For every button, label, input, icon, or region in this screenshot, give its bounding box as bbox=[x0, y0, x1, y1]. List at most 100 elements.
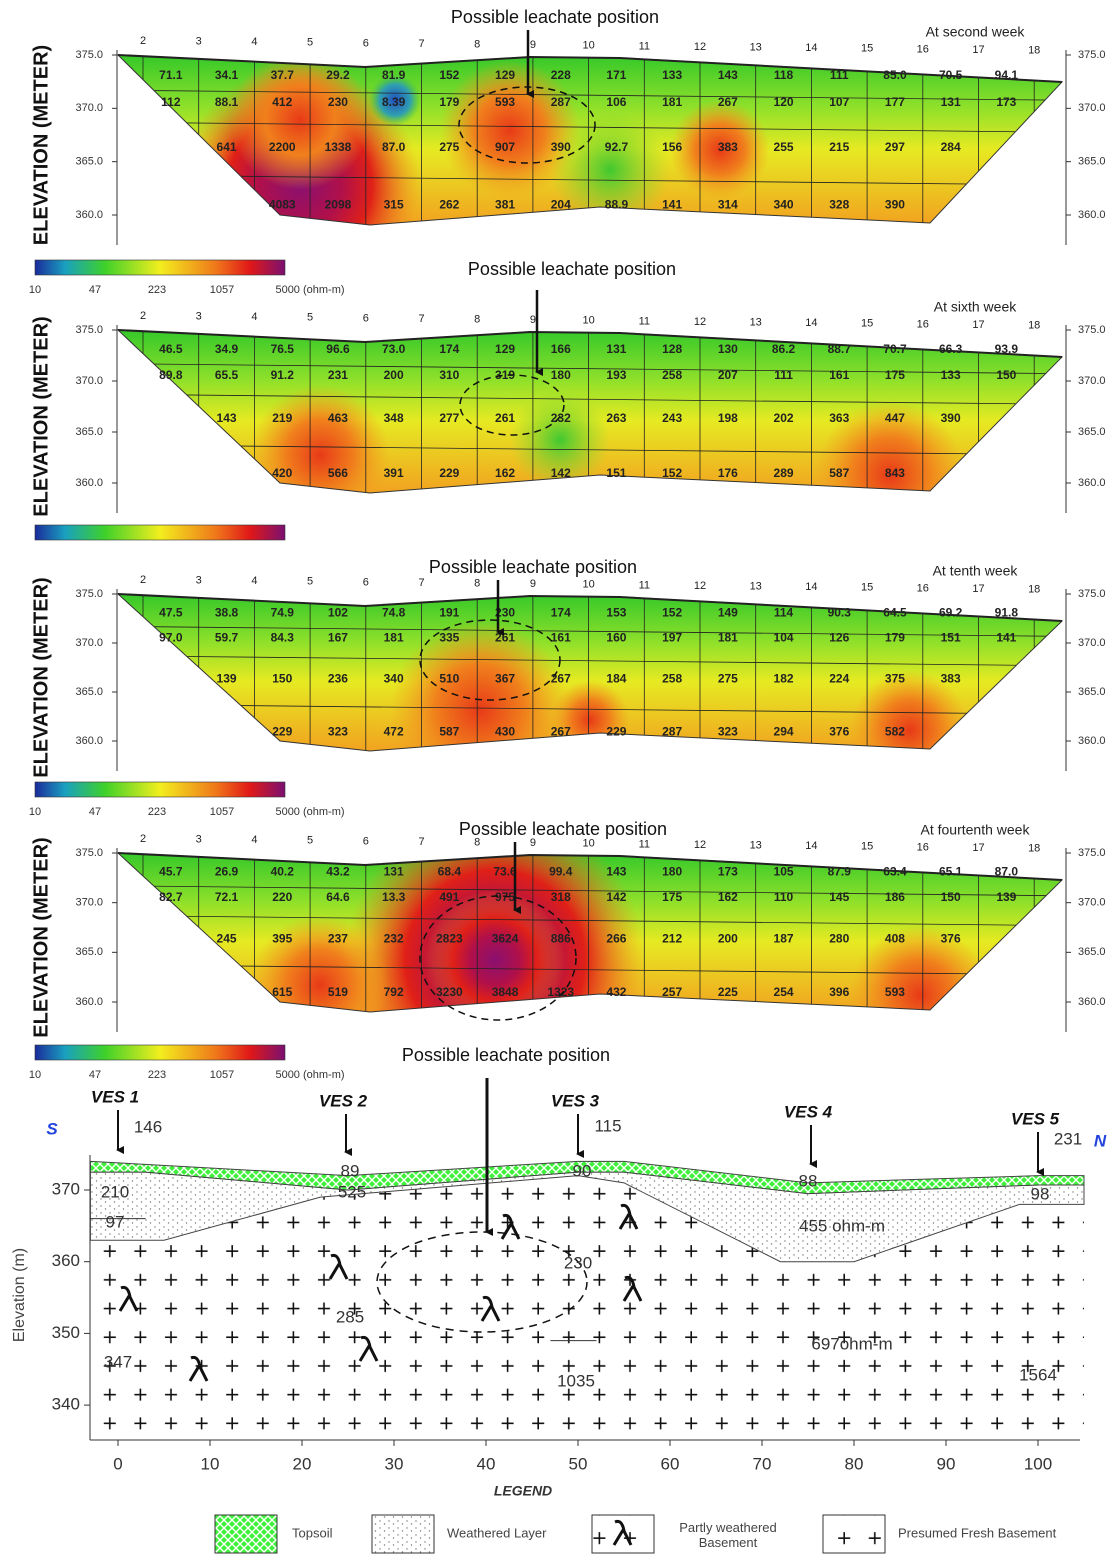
y-tick-label: 365.0 bbox=[1078, 156, 1106, 168]
weathered-symbol bbox=[612, 1519, 633, 1546]
layer-line bbox=[118, 625, 1062, 637]
anomaly bbox=[230, 55, 370, 190]
electrode-label: 9 bbox=[530, 39, 536, 51]
resistivity-value: 280 bbox=[829, 932, 849, 946]
resistivity-value: 64.5 bbox=[883, 605, 907, 619]
resistivity-value: 141 bbox=[996, 630, 1016, 644]
resistivity-value: 139 bbox=[996, 890, 1016, 904]
electrode-label: 12 bbox=[694, 839, 706, 851]
resistivity-value: 70.5 bbox=[939, 68, 963, 82]
colorbar-label: 10 bbox=[29, 284, 41, 296]
resistivity-value: 150 bbox=[272, 671, 292, 685]
resistivity-value: 323 bbox=[718, 724, 738, 738]
resistivity-value: 40.2 bbox=[271, 865, 295, 879]
resistivity-value: 173 bbox=[718, 865, 738, 879]
anomaly bbox=[425, 890, 565, 1012]
resistivity-value: 179 bbox=[439, 95, 459, 109]
resistivity-value: 2200 bbox=[269, 140, 296, 154]
legend-swatch bbox=[371, 1514, 435, 1554]
resistivity-value: 129 bbox=[495, 68, 515, 82]
resistivity-annotation: 230 bbox=[564, 1253, 592, 1272]
colorbar-label: 10 bbox=[29, 806, 41, 818]
resistivity-value: 131 bbox=[941, 95, 961, 109]
resistivity-value: 212 bbox=[662, 932, 682, 946]
resistivity-value: 107 bbox=[829, 95, 849, 109]
resistivity-value: 91.8 bbox=[995, 605, 1019, 619]
resistivity-value: 886 bbox=[551, 932, 571, 946]
electrode-label: 18 bbox=[1028, 320, 1040, 332]
resistivity-value: 150 bbox=[996, 368, 1016, 382]
colorbar-label: 1057 bbox=[210, 806, 234, 818]
y-tick-label: 340 bbox=[52, 1395, 80, 1414]
resistivity-value: 145 bbox=[829, 890, 849, 904]
resistivity-value: 86.2 bbox=[772, 342, 796, 356]
resistivity-value: 907 bbox=[495, 140, 515, 154]
weathered-symbol bbox=[328, 1253, 349, 1280]
electrode-label: 15 bbox=[861, 841, 873, 853]
resistivity-value: 615 bbox=[272, 985, 292, 999]
resistivity-value: 128 bbox=[662, 342, 682, 356]
ves-label: VES 4 bbox=[784, 1102, 833, 1121]
resistivity-value: 87.9 bbox=[828, 865, 852, 879]
anomaly bbox=[850, 925, 990, 1012]
resistivity-value: 82.7 bbox=[159, 890, 183, 904]
colorbar-label: 223 bbox=[148, 284, 166, 296]
resistivity-value: 582 bbox=[885, 724, 905, 738]
resistivity-value: 174 bbox=[551, 605, 571, 619]
resistivity-value: 59.7 bbox=[215, 630, 239, 644]
resistivity-value: 76.5 bbox=[271, 342, 295, 356]
resistivity-value: 160 bbox=[606, 630, 626, 644]
resistivity-value: 37.7 bbox=[271, 68, 295, 82]
electrode-label: 6 bbox=[363, 576, 369, 588]
y-tick-label: 375.0 bbox=[1078, 49, 1106, 61]
resistivity-value: 184 bbox=[606, 671, 626, 685]
resistivity-value: 289 bbox=[774, 466, 794, 480]
weathered-symbol bbox=[118, 1285, 139, 1312]
colorbar-label: 1057 bbox=[210, 1069, 234, 1081]
resistivity-value: 587 bbox=[439, 724, 459, 738]
resistivity-value: 230 bbox=[328, 95, 348, 109]
resistivity-value: 143 bbox=[606, 865, 626, 879]
resistivity-value: 191 bbox=[439, 605, 459, 619]
y-axis-label: ELEVATION (METER) bbox=[30, 45, 52, 245]
surface bbox=[117, 593, 1063, 622]
resistivity-value: 267 bbox=[551, 724, 571, 738]
resistivity-value: 243 bbox=[662, 411, 682, 425]
resistivity-value: 215 bbox=[829, 140, 849, 154]
layer-line bbox=[118, 964, 1062, 976]
resistivity-annotation: 347 bbox=[104, 1352, 132, 1371]
anomaly bbox=[850, 670, 970, 751]
resistivity-value: 162 bbox=[495, 466, 515, 480]
resistivity-value: 381 bbox=[495, 198, 515, 212]
resistivity-annotation: 98 bbox=[1031, 1184, 1050, 1203]
resistivity-value: 111 bbox=[830, 68, 849, 82]
electrode-label: 14 bbox=[805, 42, 817, 54]
resistivity-value: 225 bbox=[718, 985, 738, 999]
resistivity-value: 177 bbox=[885, 95, 905, 109]
resistivity-value: 348 bbox=[384, 411, 404, 425]
resistivity-value: 143 bbox=[718, 68, 738, 82]
layer-line bbox=[118, 655, 1062, 667]
resistivity-value: 26.9 bbox=[215, 865, 239, 879]
resistivity-value: 472 bbox=[384, 724, 404, 738]
resistivity-value: 152 bbox=[662, 605, 682, 619]
resistivity-value: 99.4 bbox=[549, 865, 573, 879]
electrode-label: 5 bbox=[307, 576, 313, 588]
y-tick-label: 370.0 bbox=[75, 375, 103, 387]
resistivity-value: 258 bbox=[662, 671, 682, 685]
resistivity-value: 275 bbox=[439, 140, 459, 154]
electrode-label: 16 bbox=[917, 43, 929, 55]
resistivity-value: 181 bbox=[384, 630, 404, 644]
resistivity-annotation: 285 bbox=[336, 1307, 364, 1326]
electrode-label: 6 bbox=[363, 312, 369, 324]
resistivity-value: 275 bbox=[718, 671, 738, 685]
resistivity-value: 255 bbox=[774, 140, 794, 154]
resistivity-value: 261 bbox=[495, 630, 515, 644]
resistivity-value: 408 bbox=[885, 932, 905, 946]
surface bbox=[117, 852, 1063, 881]
y-tick-label: 360.0 bbox=[1078, 996, 1106, 1008]
resistivity-value: 323 bbox=[328, 724, 348, 738]
resistivity-value: 180 bbox=[551, 368, 571, 382]
resistivity-value: 29.2 bbox=[326, 68, 350, 82]
layer-line bbox=[118, 885, 1062, 897]
